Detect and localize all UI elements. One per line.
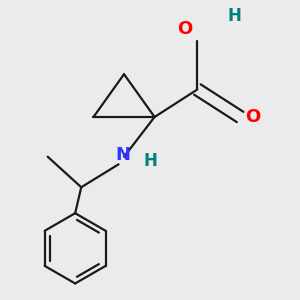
Text: O: O: [178, 20, 193, 38]
Text: H: H: [228, 7, 242, 25]
Text: N: N: [115, 146, 130, 164]
Text: O: O: [245, 108, 260, 126]
Text: H: H: [144, 152, 158, 170]
